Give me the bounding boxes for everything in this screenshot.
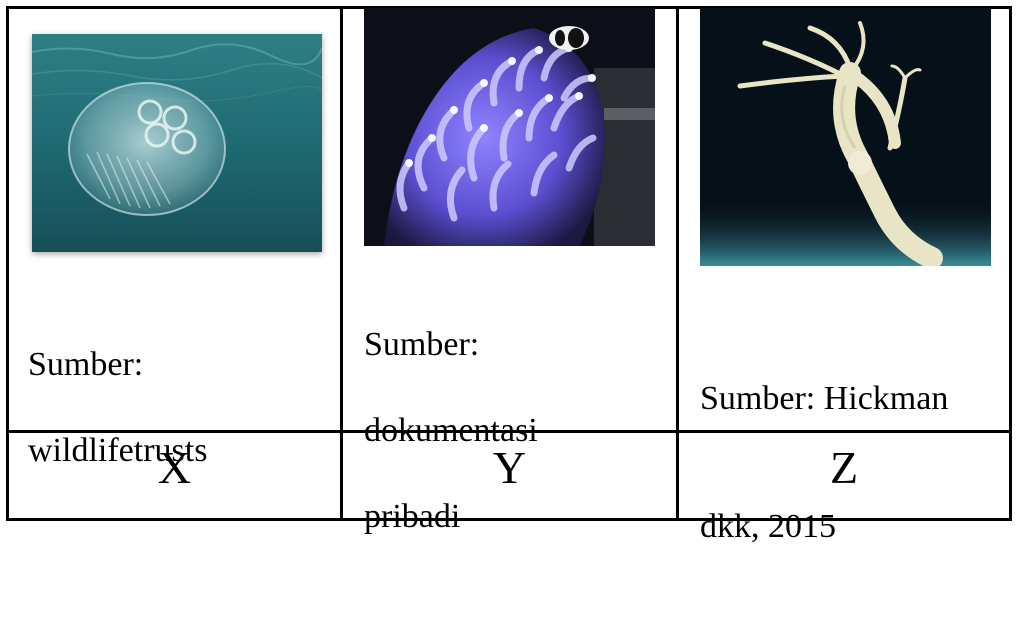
jellyfish-photo [32, 34, 322, 252]
table-border-right [1009, 6, 1012, 521]
table-row-divider [6, 430, 1012, 433]
table-border-left [6, 6, 9, 521]
table-divider-1 [340, 6, 343, 521]
table-border-bottom [6, 518, 1012, 521]
specimen-table: Sumber: wildlifetrusts [6, 6, 1012, 545]
sea-anemone-photo [364, 8, 655, 246]
caption-y: Sumber: dokumentasi pribadi [364, 280, 664, 581]
caption-y-line1: Sumber: [364, 326, 480, 363]
label-y: Y [492, 442, 527, 493]
label-x: X [157, 442, 192, 493]
hydra-photo [700, 8, 991, 266]
caption-y-line2: dokumentasi [364, 412, 538, 449]
label-z: Z [829, 442, 859, 493]
table-divider-2 [676, 6, 679, 521]
table-border-top [6, 6, 1012, 9]
caption-y-line3: pribadi [364, 498, 461, 535]
caption-x: Sumber: wildlifetrusts [28, 300, 328, 515]
caption-x-line1: Sumber: [28, 346, 144, 383]
caption-z-line2: dkk, 2015 [700, 508, 836, 545]
caption-x-line2: wildlifetrusts [28, 432, 208, 469]
caption-z-line1: Sumber: Hickman [700, 380, 949, 417]
